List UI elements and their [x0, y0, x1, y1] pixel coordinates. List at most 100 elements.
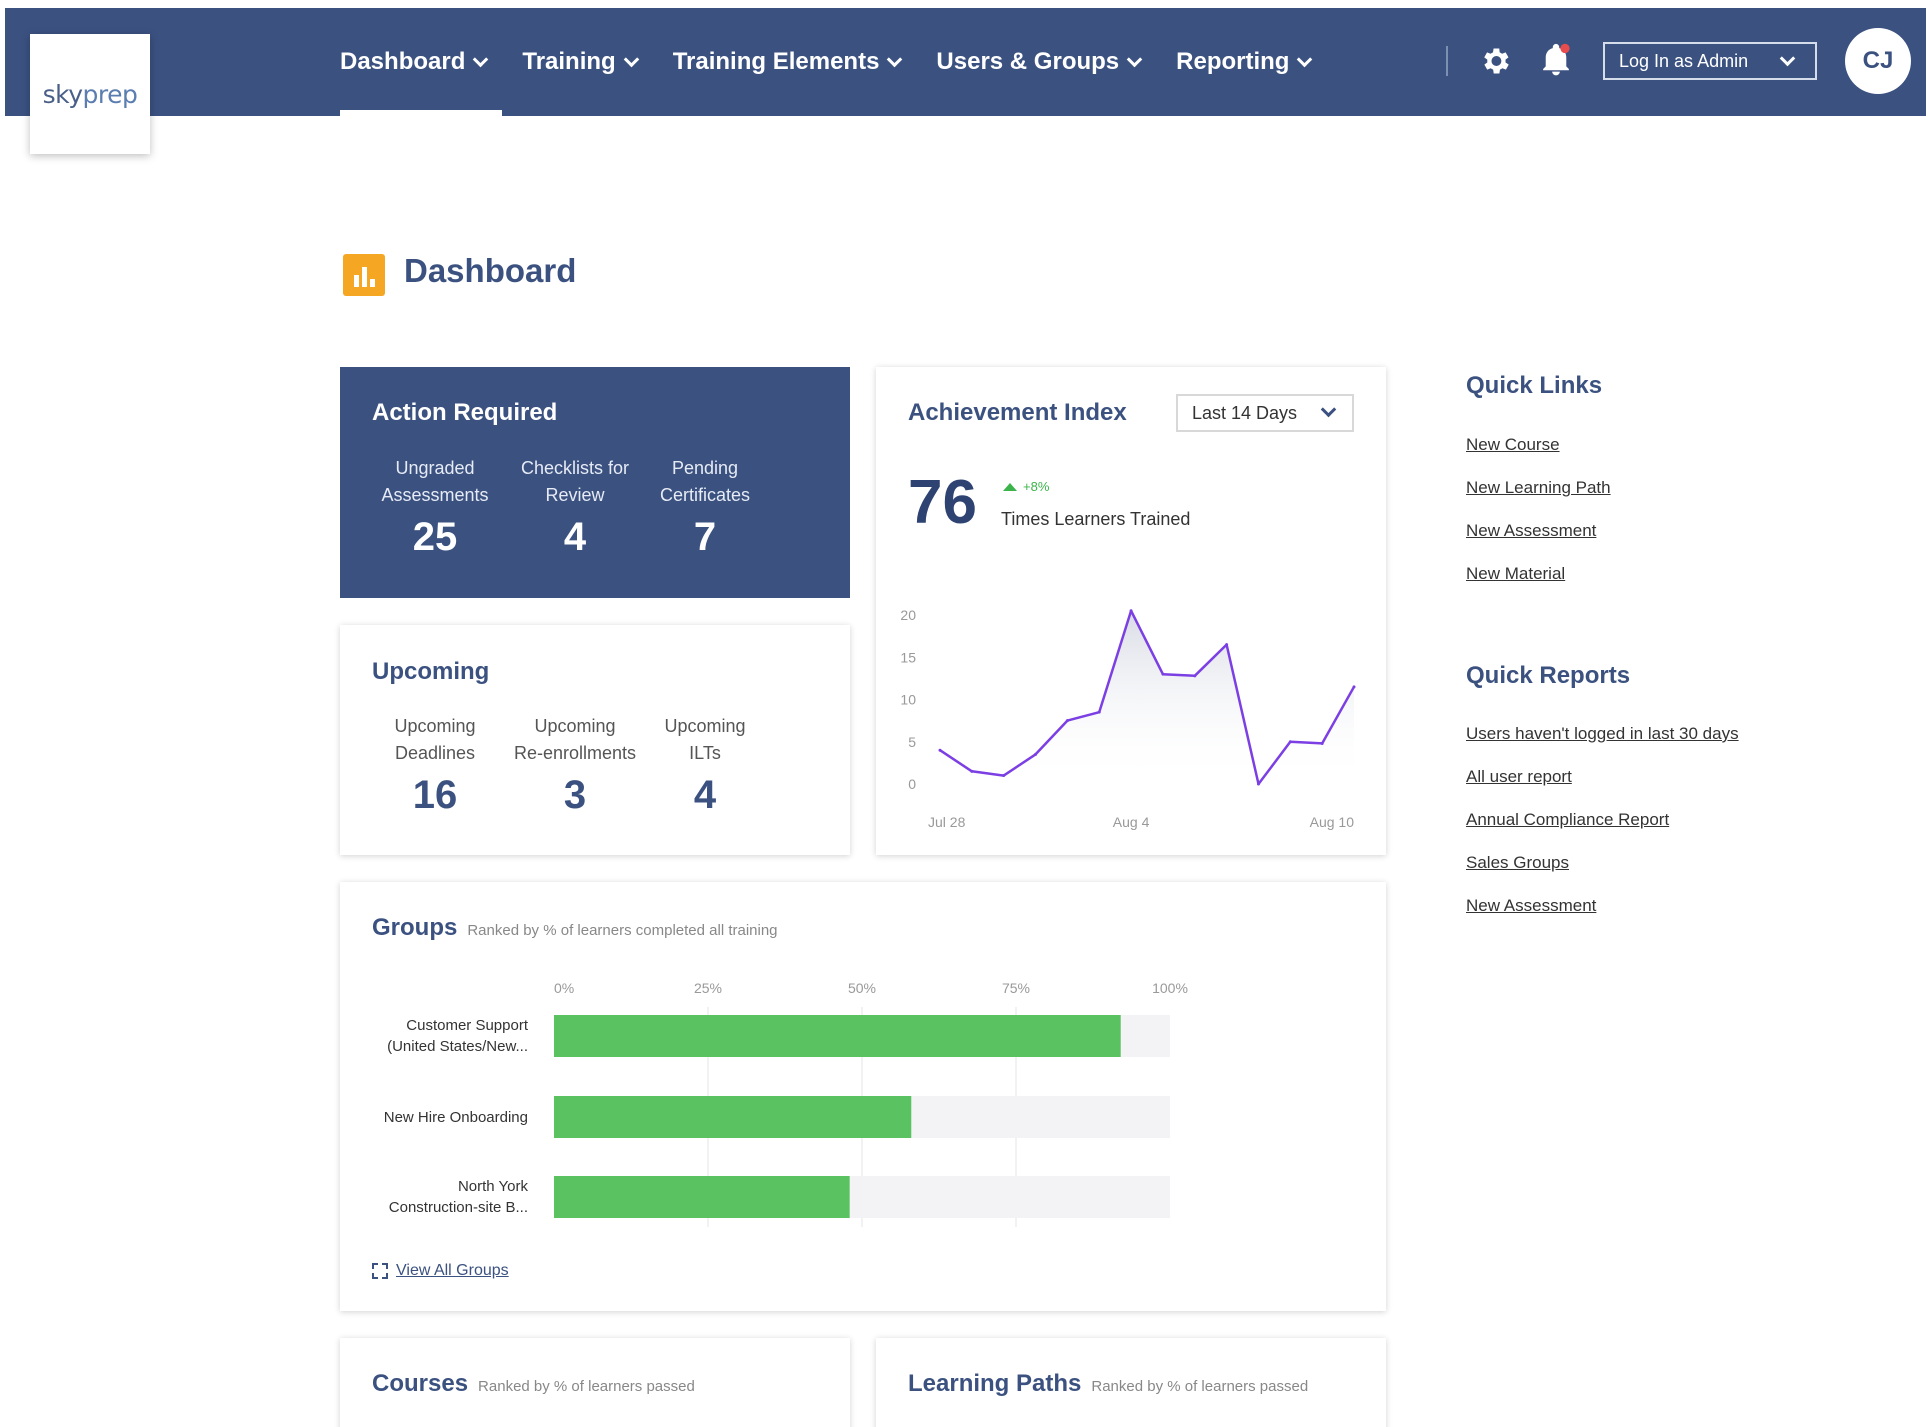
line-point — [1225, 643, 1229, 647]
x-tick-label: Aug 10 — [1310, 814, 1355, 830]
courses-subtitle: Ranked by % of learners passed — [478, 1378, 695, 1395]
line-area-fill — [940, 610, 1354, 784]
stat-label: Upcoming — [394, 716, 476, 736]
achievement-line-chart: 0 5 10 15 20 Jul 28 Aug 4 Aug 10 — [900, 607, 1356, 830]
achievement-delta: +8% — [1003, 479, 1049, 494]
chevron-down-icon — [887, 51, 903, 67]
nav-divider — [1446, 46, 1448, 76]
y-tick-label: 0 — [908, 776, 916, 792]
stat-label: ILTs — [689, 743, 721, 763]
bar[interactable] — [554, 1096, 912, 1138]
stat-value: 4 — [693, 773, 717, 817]
nav-item-training-elements[interactable]: Training Elements — [673, 8, 917, 116]
chevron-down-icon — [1126, 51, 1143, 67]
quick-links-link[interactable]: New Course — [1466, 435, 1560, 454]
date-range-label: Last 14 Days — [1192, 402, 1298, 423]
bar-category-label: (United States/New... — [387, 1038, 528, 1055]
line-point — [970, 769, 974, 773]
gear-icon[interactable] — [1478, 44, 1512, 78]
y-tick-label: 20 — [900, 607, 916, 623]
courses-card: Courses Ranked by % of learners passed — [340, 1338, 850, 1427]
nav-item-reporting[interactable]: Reporting — [1176, 8, 1326, 116]
line-point — [1034, 752, 1038, 756]
line-point — [1352, 685, 1356, 689]
groups-title: Groups Ranked by % of learners completed … — [372, 914, 778, 942]
chevron-down-icon — [1297, 51, 1313, 67]
upcoming-stat[interactable]: Upcoming ILTs 4 — [625, 713, 785, 818]
quick-reports-link[interactable]: Sales Groups — [1466, 853, 1569, 872]
bar-category-label: Customer Support — [406, 1017, 529, 1034]
groups-subtitle: Ranked by % of learners completed all tr… — [467, 922, 778, 939]
bar-category-label: New Hire Onboarding — [384, 1109, 528, 1126]
action-required-stat[interactable]: Pending Certificates 7 — [625, 455, 785, 560]
line-point — [1320, 741, 1324, 745]
groups-bar-chart: 0% 25% 50% 75% 100% Customer Support (United S… — [384, 980, 1188, 1227]
action-required-card: Action Required Ungraded Assessments 25 Che… — [340, 367, 850, 598]
login-as-admin-select[interactable]: Log In as Admin — [1603, 42, 1817, 80]
quick-reports-link[interactable]: Users haven't logged in last 30 days — [1466, 724, 1739, 743]
expand-icon — [372, 1263, 388, 1279]
date-range-select[interactable]: Last 14 Days — [1176, 394, 1354, 432]
y-tick-label: 15 — [900, 649, 916, 665]
quick-links-link[interactable]: New Learning Path — [1466, 478, 1611, 497]
courses-title: Courses Ranked by % of learners passed — [372, 1370, 695, 1398]
skyprep-logo[interactable]: skyprep — [30, 34, 150, 154]
x-tick-label: Aug 4 — [1113, 814, 1150, 830]
quick-reports-link[interactable]: New Assessment — [1466, 896, 1597, 915]
bell-icon[interactable] — [1540, 42, 1572, 78]
stat-label: Ungraded — [395, 458, 475, 478]
quick-links-link[interactable]: New Material — [1466, 564, 1566, 583]
bar-category-label: North York — [458, 1178, 529, 1195]
top-navigation-bar — [5, 8, 1926, 116]
achievement-value: 76 — [908, 468, 977, 537]
learning-paths-title-text: Learning Paths — [908, 1370, 1082, 1397]
bar[interactable] — [554, 1015, 1121, 1057]
bar-category-label: Construction-site B... — [389, 1199, 528, 1216]
upcoming-stat[interactable]: Upcoming Deadlines 16 — [355, 713, 515, 818]
line-point — [1193, 674, 1197, 678]
stat-label: Certificates — [659, 485, 751, 505]
delta-text: +8% — [1023, 479, 1050, 494]
bar[interactable] — [554, 1176, 850, 1218]
line-point — [1256, 782, 1260, 786]
trend-up-icon — [1003, 482, 1017, 491]
y-tick-label: 5 — [908, 734, 916, 750]
quick-reports-title: Quick Reports — [1466, 662, 1631, 689]
user-avatar[interactable]: CJ — [1845, 28, 1911, 94]
nav-item-training[interactable]: Training — [522, 8, 652, 116]
chevron-down-icon — [473, 51, 489, 67]
nav-item-label: Training Elements — [672, 48, 880, 75]
quick-links-link[interactable]: New Assessment — [1466, 521, 1597, 540]
chevron-down-icon — [1779, 50, 1796, 67]
view-all-groups-link[interactable]: View All Groups — [372, 1262, 509, 1280]
chevron-down-icon — [1320, 401, 1337, 418]
upcoming-stat[interactable]: Upcoming Re-enrollments 3 — [495, 713, 655, 818]
nav-item-label: Users & Groups — [936, 48, 1120, 75]
achievement-value-label: Times Learners Trained — [1001, 509, 1191, 529]
nav-item-label: Reporting — [1176, 48, 1290, 75]
groups-title-text: Groups — [372, 914, 458, 941]
stat-value: 3 — [563, 773, 587, 817]
x-tick-label: 50% — [848, 980, 876, 996]
line-point — [1129, 609, 1133, 613]
courses-title-text: Courses — [372, 1370, 469, 1397]
view-all-groups-label: View All Groups — [396, 1262, 509, 1279]
line-point — [1002, 774, 1006, 778]
nav-item-users-groups[interactable]: Users & Groups — [936, 8, 1156, 116]
nav-item-dashboard[interactable]: Dashboard — [340, 8, 503, 116]
action-required-stat[interactable]: Checklists for Review 4 — [495, 455, 655, 560]
quick-reports-link[interactable]: All user report — [1466, 767, 1572, 786]
series-line — [939, 609, 1356, 786]
learning-paths-subtitle: Ranked by % of learners passed — [1091, 1378, 1309, 1395]
stat-label: Upcoming — [534, 716, 616, 736]
x-tick-label: 100% — [1152, 980, 1188, 996]
quick-links-title: Quick Links — [1466, 372, 1603, 399]
stat-label: Checklists for — [520, 458, 630, 478]
action-required-stat[interactable]: Ungraded Assessments 25 — [355, 455, 515, 560]
quick-reports-link[interactable]: Annual Compliance Report — [1466, 810, 1670, 829]
learning-paths-card: Learning Paths Ranked by % of learners pa… — [876, 1338, 1386, 1427]
x-tick-label: Jul 28 — [928, 814, 966, 830]
logo-text: skyprep — [42, 79, 138, 109]
stat-label: Assessments — [381, 485, 489, 505]
main-nav: Dashboard Training Training Elements Users … — [340, 8, 1346, 116]
